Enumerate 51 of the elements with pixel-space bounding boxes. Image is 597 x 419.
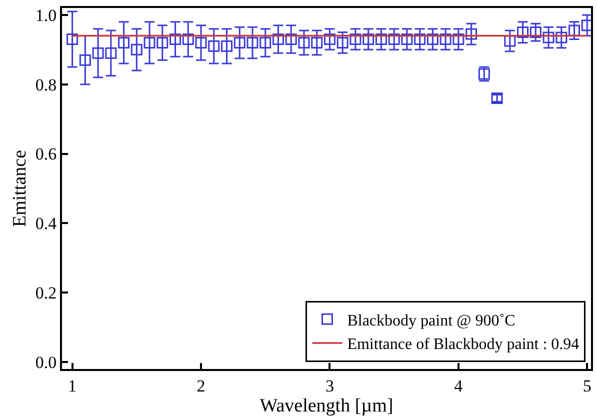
x-tick-label: 3 xyxy=(325,376,334,396)
point xyxy=(234,36,246,48)
point xyxy=(556,32,568,44)
y-tick-label: 0.0 xyxy=(35,353,57,372)
point xyxy=(350,33,362,45)
point xyxy=(362,33,374,45)
point xyxy=(440,33,452,45)
point xyxy=(182,33,194,45)
y-tick-label: 0.8 xyxy=(35,75,57,94)
point xyxy=(324,33,336,45)
point xyxy=(388,33,400,45)
point xyxy=(156,36,168,48)
x-tick-label: 4 xyxy=(454,376,464,396)
point xyxy=(298,36,310,48)
y-tick-label: 0.2 xyxy=(35,284,57,303)
point xyxy=(542,32,554,44)
point xyxy=(144,36,156,48)
point xyxy=(285,33,297,45)
point xyxy=(517,26,529,38)
point xyxy=(66,33,78,45)
point xyxy=(260,36,272,48)
point xyxy=(401,33,413,45)
point xyxy=(246,36,258,48)
legend-label: Blackbody paint @ 900˚C xyxy=(347,312,516,330)
legend-label: Emittance of Blackbody paint : 0.94 xyxy=(347,336,580,354)
point xyxy=(530,26,542,38)
point xyxy=(272,33,284,45)
x-tick-label: 1 xyxy=(68,376,77,396)
point xyxy=(311,36,323,48)
y-tick-label: 0.4 xyxy=(35,214,58,234)
y-axis-title: Emittance xyxy=(10,150,31,228)
y-tick-label: 0.6 xyxy=(35,144,57,164)
point xyxy=(375,33,387,45)
point xyxy=(426,33,438,45)
point xyxy=(79,54,91,66)
point xyxy=(336,36,348,48)
point xyxy=(414,33,426,45)
point xyxy=(195,36,207,48)
point xyxy=(130,44,142,56)
x-axis-title: Wavelength [µm] xyxy=(260,395,394,416)
x-tick-label: 2 xyxy=(196,376,206,396)
point xyxy=(105,47,117,59)
point xyxy=(170,33,182,45)
point xyxy=(92,47,104,59)
y-tick-label: 1.0 xyxy=(35,6,57,25)
point xyxy=(208,40,220,52)
x-tick-label: 5 xyxy=(582,376,592,396)
point xyxy=(118,36,130,48)
point xyxy=(466,28,478,40)
point xyxy=(452,33,464,45)
point xyxy=(221,40,232,52)
